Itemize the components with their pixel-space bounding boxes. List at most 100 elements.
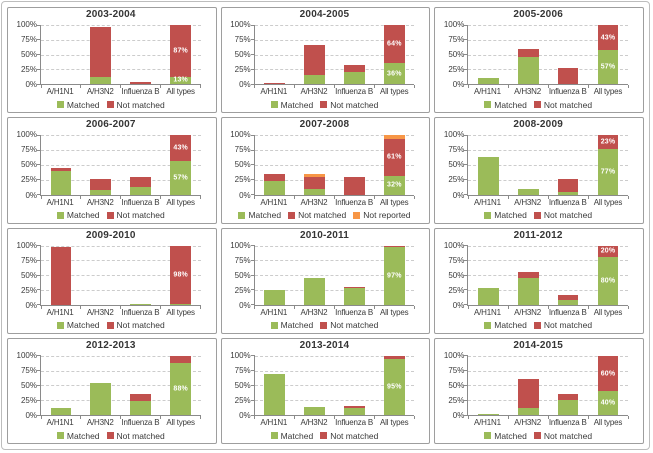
bar-segment-not_matched	[383, 25, 405, 63]
y-axis-tick	[464, 384, 469, 386]
x-axis-label: A/H3N2	[300, 197, 328, 207]
plot-row: 0% 25% 50% 75% 100% 97%	[224, 241, 426, 309]
x-axis-tick	[40, 416, 42, 419]
x-axis-label: Influenza B	[121, 418, 160, 427]
x-axis-label: All types	[593, 307, 623, 317]
bar-segment-not_matched	[170, 355, 192, 363]
legend-label: Matched	[248, 210, 282, 220]
y-axis-tick-label: 25%	[234, 395, 251, 405]
gridline	[468, 370, 628, 372]
legend-label: Matched	[494, 320, 527, 331]
x-axis-tick	[373, 195, 375, 199]
gridline	[254, 164, 415, 166]
gridline	[468, 245, 628, 247]
legend-swatch-not_reported	[353, 211, 361, 219]
y-axis-tick-label: 50%	[448, 380, 465, 390]
y-axis-tick-label: 25%	[448, 175, 465, 185]
x-axis-tick	[373, 85, 375, 89]
y-axis-tick-label: 75%	[234, 145, 251, 155]
gridline	[254, 150, 415, 152]
x-axis-tick	[40, 195, 42, 199]
gridline	[41, 245, 201, 247]
y-axis-tick-label: 100%	[230, 240, 251, 250]
bar-segment-matched	[383, 247, 405, 305]
bar-segment-not_matched	[90, 26, 112, 77]
x-axis-label: Influenza B	[548, 197, 587, 207]
x-axis-label: A/H1N1	[260, 197, 288, 207]
x-axis-labels: A/H1N1 A/H3N2 Influenza B All types	[254, 418, 415, 429]
x-axis-label: Influenza B	[121, 307, 160, 317]
legend-label: Matched	[66, 210, 100, 220]
legend-swatch-matched	[270, 321, 278, 329]
legend-label: Not matched	[543, 320, 593, 331]
legend-item-matched: Matched	[56, 320, 100, 331]
y-axis-tick	[464, 54, 469, 56]
y-axis-tick-label: 0%	[452, 190, 465, 200]
legend: Matched Not matched	[10, 429, 212, 442]
legend-label: Not matched	[330, 320, 379, 331]
y-axis-tick	[464, 289, 469, 291]
x-axis-tick	[254, 85, 256, 89]
legend-label: Matched	[280, 99, 314, 110]
x-axis-tick	[80, 305, 82, 309]
x-axis-tick	[373, 305, 375, 309]
x-axis-tick	[547, 85, 549, 89]
legend-label: Not matched	[298, 210, 347, 220]
gridline	[41, 355, 201, 357]
y-axis-tick-label: 0%	[452, 80, 465, 90]
gridline	[254, 400, 415, 402]
plot-area: 77% 23%	[464, 134, 629, 199]
x-axis-tick	[200, 416, 202, 419]
bar-segment-not_matched	[517, 379, 539, 408]
y-axis-tick	[250, 39, 255, 41]
x-axis-tick	[80, 416, 82, 419]
legend-item-not_matched: Not matched	[320, 320, 378, 330]
y-axis-tick	[37, 304, 41, 306]
x-axis-label: Influenza B	[335, 197, 373, 207]
plot-row: 0% 25% 50% 75% 100% 77% 23%	[437, 131, 639, 199]
bar-segment-not_matched	[130, 82, 152, 85]
bar-segment-matched	[170, 76, 192, 85]
legend-swatch-not_matched	[533, 432, 541, 439]
bar-segment-not_matched	[557, 178, 579, 192]
y-axis-tick	[37, 370, 41, 372]
y-axis-tick-label: 50%	[20, 160, 37, 170]
legend-label: Matched	[494, 210, 527, 220]
y-axis-tick	[37, 245, 41, 246]
legend: Matched Not matched	[224, 98, 426, 111]
y-axis-tick	[37, 83, 41, 85]
legend-swatch-matched	[56, 211, 64, 219]
y-axis-tick-label: 50%	[234, 270, 251, 280]
x-axis-label: Influenza B	[121, 197, 160, 207]
bar-segment-not_matched	[304, 176, 325, 190]
gridline	[41, 54, 201, 56]
y-axis: 0% 25% 50% 75% 100%	[224, 131, 254, 199]
gridline	[468, 164, 628, 166]
bar-segment-matched	[304, 278, 325, 305]
plot-area: 32% 61%	[250, 134, 415, 199]
bar-segment-matched	[170, 362, 192, 415]
plot-row: 0% 25% 50% 75% 100% 36% 64%	[224, 21, 426, 89]
bar-segment-matched	[264, 289, 285, 305]
x-axis-tick	[587, 85, 589, 89]
y-axis-tick	[464, 414, 469, 416]
y-axis-tick	[464, 149, 469, 151]
x-axis-label: A/H1N1	[474, 197, 501, 207]
x-axis-tick	[254, 416, 256, 419]
y-axis-tick	[250, 399, 255, 401]
legend-label: Not matched	[543, 99, 593, 110]
chart-title: 2011-2012	[513, 229, 563, 241]
legend-label: Matched	[66, 320, 100, 331]
x-axis-tick	[587, 195, 589, 199]
y-axis-tick	[250, 370, 255, 372]
y-axis-tick-label: 100%	[443, 350, 465, 360]
legend-item-not_matched: Not matched	[533, 99, 593, 110]
bar-segment-matched	[344, 72, 365, 85]
chart-title: 2003-2004	[86, 9, 136, 20]
y-axis-tick-label: 50%	[234, 380, 251, 390]
y-axis-tick	[464, 24, 469, 26]
bar-segment-matched	[477, 157, 499, 195]
y-axis-tick	[464, 370, 469, 372]
bar-segment-matched	[383, 62, 405, 85]
y-axis-tick-label: 0%	[452, 411, 465, 420]
